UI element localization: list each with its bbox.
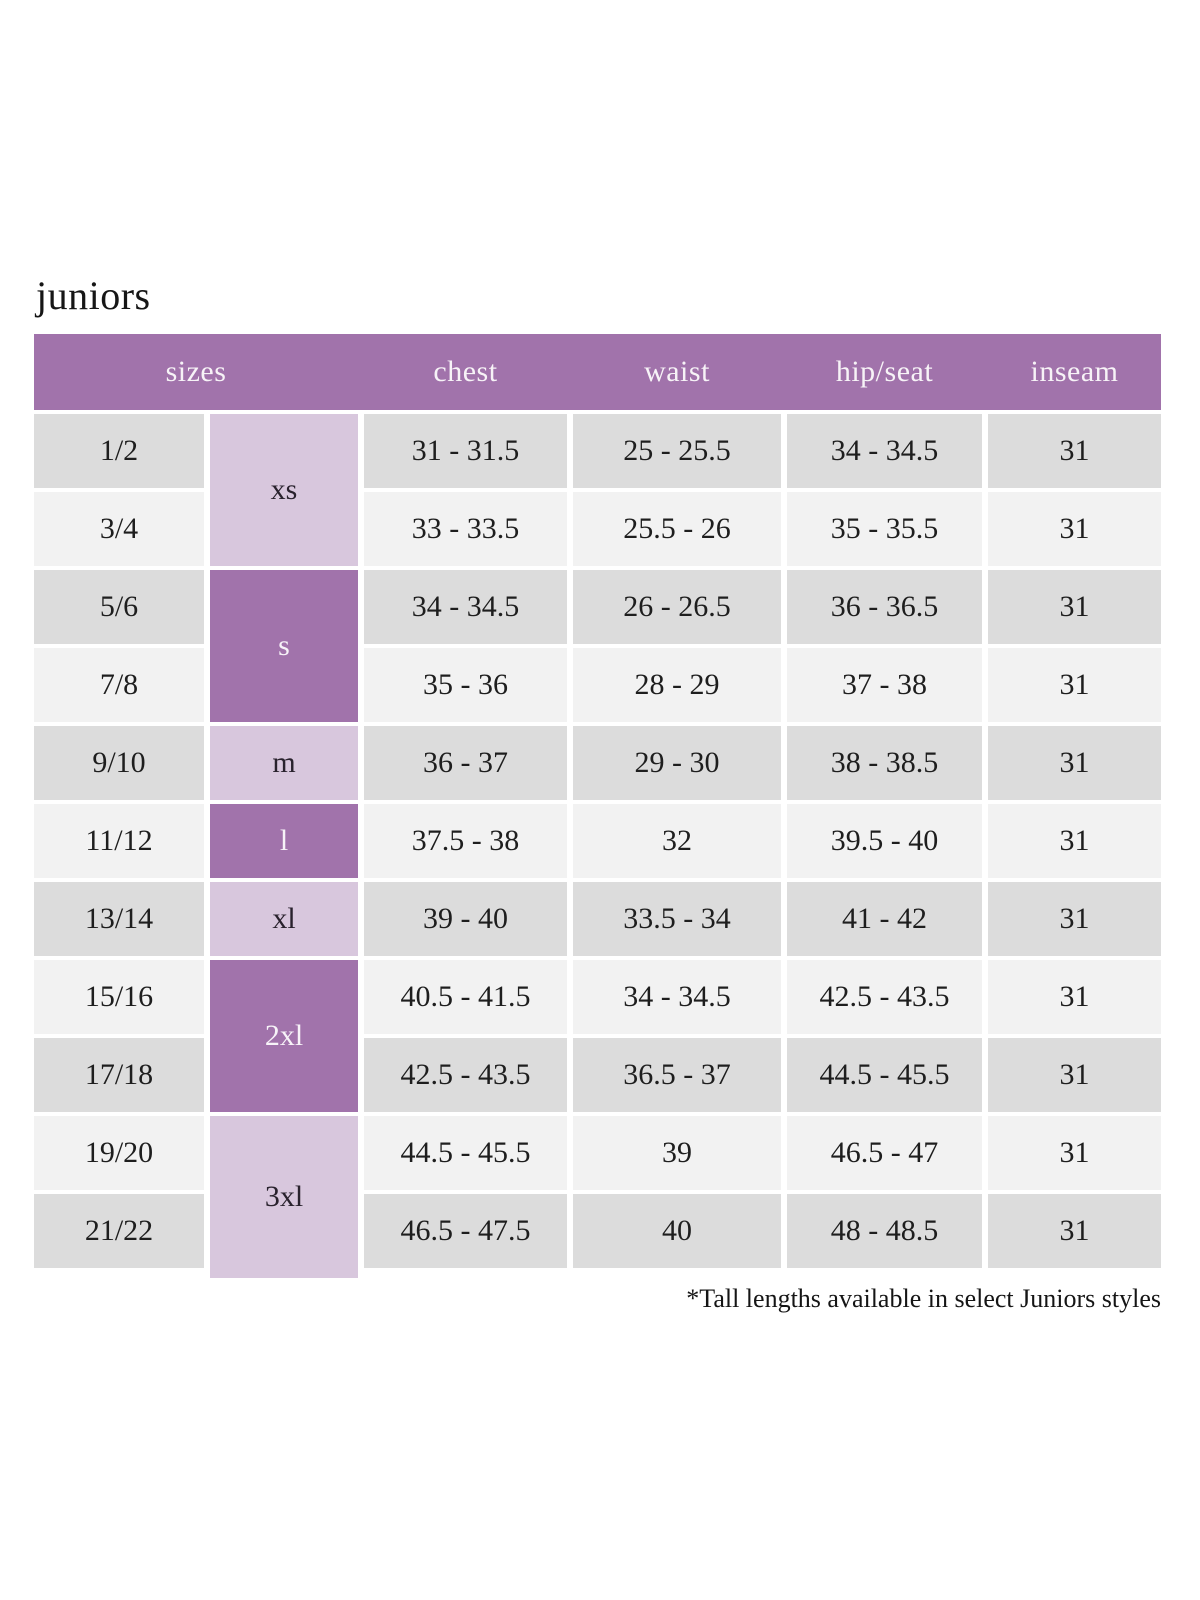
inseam-cell: 31: [988, 1116, 1161, 1190]
chest-cell: 42.5 - 43.5: [364, 1038, 567, 1112]
size-group-2xl: 2xl: [210, 960, 358, 1112]
inseam-cell: 31: [988, 882, 1161, 956]
size-group-s: s: [210, 570, 358, 722]
header-waist: waist: [644, 355, 710, 388]
chest-cell: 37.5 - 38: [364, 804, 567, 878]
size-cell: 5/6: [34, 570, 204, 644]
size-cell: 3/4: [34, 492, 204, 566]
waist-cell: 40: [573, 1194, 781, 1268]
size-cell: 19/20: [34, 1116, 204, 1190]
hip-cell: 34 - 34.5: [787, 414, 982, 488]
size-cell: 15/16: [34, 960, 204, 1034]
inseam-cell: 31: [988, 414, 1161, 488]
header-sizes: sizes: [165, 355, 227, 388]
inseam-cell: 31: [988, 1194, 1161, 1268]
size-group-m: m: [210, 726, 358, 800]
chest-cell: 40.5 - 41.5: [364, 960, 567, 1034]
waist-cell: 26 - 26.5: [573, 570, 781, 644]
inseam-cell: 31: [988, 726, 1161, 800]
waist-cell: 25 - 25.5: [573, 414, 781, 488]
size-cell: 21/22: [34, 1194, 204, 1268]
size-chart-section: juniors sizes chest waist hip/seat insea…: [34, 276, 1161, 1314]
inseam-cell: 31: [988, 492, 1161, 566]
chest-cell: 31 - 31.5: [364, 414, 567, 488]
hip-cell: 38 - 38.5: [787, 726, 982, 800]
hip-cell: 48 - 48.5: [787, 1194, 982, 1268]
waist-cell: 34 - 34.5: [573, 960, 781, 1034]
hip-cell: 36 - 36.5: [787, 570, 982, 644]
size-group-xl: xl: [210, 882, 358, 956]
chest-cell: 39 - 40: [364, 882, 567, 956]
header-hip-seat: hip/seat: [835, 355, 934, 388]
inseam-cell: 31: [988, 960, 1161, 1034]
chest-cell: 46.5 - 47.5: [364, 1194, 567, 1268]
page-title: juniors: [36, 273, 151, 318]
waist-cell: 33.5 - 34: [573, 882, 781, 956]
table-header-row: sizes chest waist hip/seat inseam: [34, 334, 1161, 410]
inseam-cell: 31: [988, 804, 1161, 878]
chest-cell: 36 - 37: [364, 726, 567, 800]
hip-cell: 44.5 - 45.5: [787, 1038, 982, 1112]
hip-cell: 41 - 42: [787, 882, 982, 956]
waist-cell: 28 - 29: [573, 648, 781, 722]
waist-cell: 39: [573, 1116, 781, 1190]
size-cell: 7/8: [34, 648, 204, 722]
hip-cell: 37 - 38: [787, 648, 982, 722]
chest-cell: 34 - 34.5: [364, 570, 567, 644]
waist-cell: 36.5 - 37: [573, 1038, 781, 1112]
size-cell: 1/2: [34, 414, 204, 488]
waist-cell: 25.5 - 26: [573, 492, 781, 566]
chest-cell: 33 - 33.5: [364, 492, 567, 566]
size-cell: 17/18: [34, 1038, 204, 1112]
waist-cell: 29 - 30: [573, 726, 781, 800]
size-cell: 9/10: [34, 726, 204, 800]
size-group-l: l: [210, 804, 358, 878]
tall-lengths-footnote: *Tall lengths available in select Junior…: [686, 1284, 1161, 1313]
juniors-size-table: sizes chest waist hip/seat inseam 1/2 xs…: [34, 334, 1161, 1278]
size-group-3xl: 3xl: [210, 1116, 358, 1278]
hip-cell: 39.5 - 40: [787, 804, 982, 878]
chest-cell: 35 - 36: [364, 648, 567, 722]
inseam-cell: 31: [988, 1038, 1161, 1112]
inseam-cell: 31: [988, 648, 1161, 722]
hip-cell: 35 - 35.5: [787, 492, 982, 566]
header-inseam: inseam: [1030, 355, 1119, 388]
size-cell: 13/14: [34, 882, 204, 956]
chest-cell: 44.5 - 45.5: [364, 1116, 567, 1190]
waist-cell: 32: [573, 804, 781, 878]
inseam-cell: 31: [988, 570, 1161, 644]
size-cell: 11/12: [34, 804, 204, 878]
hip-cell: 46.5 - 47: [787, 1116, 982, 1190]
hip-cell: 42.5 - 43.5: [787, 960, 982, 1034]
header-chest: chest: [433, 355, 498, 388]
size-group-xs: xs: [210, 414, 358, 566]
